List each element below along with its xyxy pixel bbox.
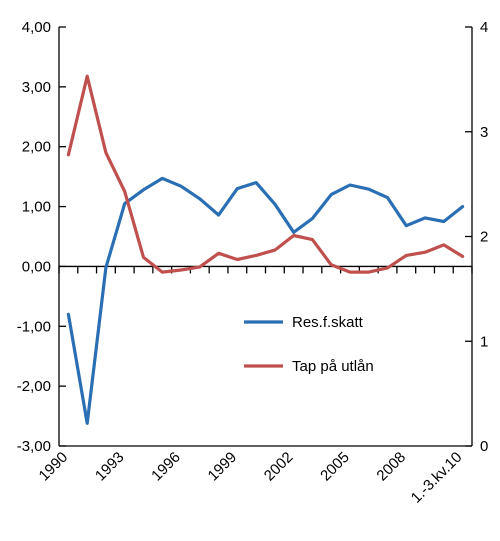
left-y-tick-label: 4,00: [22, 19, 51, 36]
series-line-1: [66, 176, 465, 425]
left-y-tick-label: -3,00: [17, 438, 51, 455]
legend: Res.f.skatt Tap på utlån: [244, 314, 374, 375]
right-y-tick-label: 2: [480, 229, 488, 246]
series-layer: [66, 74, 465, 425]
x-tick-label: 1993: [92, 449, 128, 485]
left-y-tick-label: 1,00: [22, 199, 51, 216]
legend-label: Tap på utlån: [292, 358, 374, 375]
right-y-tick-label: 0: [480, 438, 488, 455]
x-tick-label: 2005: [317, 449, 353, 485]
x-tick-label: 1996: [148, 449, 184, 485]
left-y-tick-label: -2,00: [17, 378, 51, 395]
x-tick-label: 2002: [261, 449, 297, 485]
left-y-tick-label: 2,00: [22, 139, 51, 156]
series-line-2: [66, 74, 465, 274]
left-y-tick-label: 0,00: [22, 258, 51, 275]
right-y-tick-label: 1: [480, 333, 488, 350]
axes: -3,00 -2,00 -1,00 0,00 1,00 2,00 3,00 4,00 0 1 2 3 4…: [17, 19, 489, 507]
left-y-tick-label: -1,00: [17, 318, 51, 335]
x-tick-label: 1.-3.kv.10: [408, 449, 466, 507]
legend-label: Res.f.skatt: [292, 314, 364, 331]
x-tick-label: 1999: [205, 449, 241, 485]
x-tick-label: 2008: [374, 449, 410, 485]
right-y-tick-label: 4: [480, 19, 488, 36]
right-y-tick-label: 3: [480, 124, 488, 141]
left-y-tick-label: 3,00: [22, 79, 51, 96]
